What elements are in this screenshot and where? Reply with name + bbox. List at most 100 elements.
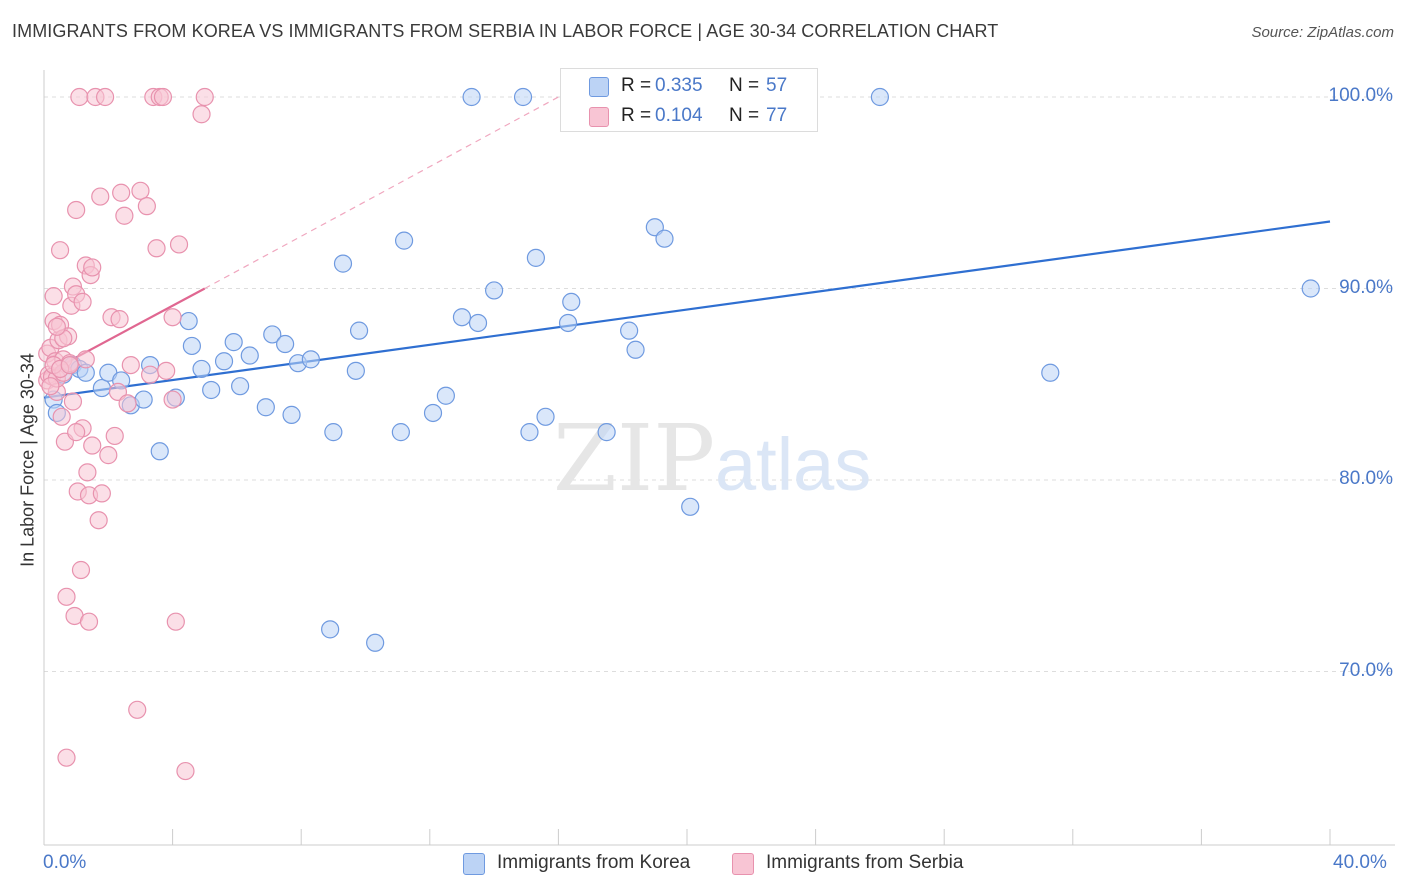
data-point-serbia[interactable] bbox=[131, 181, 150, 200]
data-point-korea[interactable] bbox=[1301, 279, 1320, 298]
data-point-korea[interactable] bbox=[349, 321, 369, 340]
data-point-serbia[interactable] bbox=[57, 587, 76, 606]
data-point-korea[interactable] bbox=[366, 633, 385, 652]
data-point-korea[interactable] bbox=[597, 423, 616, 442]
data-point-korea[interactable] bbox=[391, 423, 410, 442]
data-point-korea[interactable] bbox=[1041, 363, 1060, 382]
data-point-serbia[interactable] bbox=[147, 239, 166, 258]
data-point-serbia[interactable] bbox=[118, 394, 137, 413]
data-point-serbia[interactable] bbox=[41, 377, 60, 396]
data-point-korea[interactable] bbox=[536, 407, 555, 426]
data-point-korea[interactable] bbox=[150, 442, 169, 461]
data-point-korea[interactable] bbox=[92, 378, 111, 398]
data-point-serbia[interactable] bbox=[52, 407, 71, 426]
data-point-serbia[interactable] bbox=[166, 612, 185, 631]
data-point-korea[interactable] bbox=[452, 308, 472, 327]
data-point-serbia[interactable] bbox=[128, 700, 147, 719]
data-point-serbia[interactable] bbox=[79, 612, 99, 631]
data-point-korea[interactable] bbox=[626, 340, 645, 359]
data-point-serbia[interactable] bbox=[76, 350, 95, 369]
data-point-serbia[interactable] bbox=[169, 235, 189, 254]
data-point-korea[interactable] bbox=[436, 386, 455, 405]
data-point-korea[interactable] bbox=[324, 423, 343, 442]
data-point-serbia[interactable] bbox=[44, 287, 63, 306]
data-point-korea[interactable] bbox=[301, 350, 320, 369]
data-point-serbia[interactable] bbox=[157, 361, 176, 380]
x-tick-label-min: 0.0% bbox=[43, 852, 87, 873]
data-point-serbia[interactable] bbox=[115, 206, 134, 225]
data-point-korea[interactable] bbox=[214, 352, 234, 371]
data-point-serbia[interactable] bbox=[195, 87, 214, 107]
data-point-serbia[interactable] bbox=[140, 365, 160, 384]
data-point-serbia[interactable] bbox=[83, 436, 102, 455]
data-point-korea[interactable] bbox=[202, 380, 221, 400]
data-point-serbia[interactable] bbox=[70, 87, 89, 107]
data-point-serbia[interactable] bbox=[137, 197, 156, 216]
data-point-korea[interactable] bbox=[513, 87, 533, 107]
data-point-serbia[interactable] bbox=[91, 187, 110, 206]
data-point-korea[interactable] bbox=[282, 405, 301, 424]
data-point-serbia[interactable] bbox=[73, 292, 92, 312]
data-point-serbia[interactable] bbox=[99, 446, 118, 465]
y-tick-label: 70.0% bbox=[1339, 659, 1393, 681]
data-point-serbia[interactable] bbox=[92, 484, 111, 503]
data-point-korea[interactable] bbox=[558, 313, 578, 333]
data-point-korea[interactable] bbox=[870, 87, 890, 107]
data-point-korea[interactable] bbox=[562, 292, 581, 312]
data-point-korea[interactable] bbox=[179, 311, 198, 331]
data-point-korea[interactable] bbox=[224, 333, 243, 352]
data-point-korea[interactable] bbox=[526, 248, 545, 267]
data-point-serbia[interactable] bbox=[47, 317, 66, 336]
data-point-korea[interactable] bbox=[192, 359, 211, 379]
data-point-serbia[interactable] bbox=[153, 87, 173, 107]
data-point-serbia[interactable] bbox=[110, 310, 129, 329]
legend-label-serbia: Immigrants from Serbia bbox=[766, 852, 964, 873]
data-point-korea[interactable] bbox=[346, 361, 365, 380]
data-point-serbia[interactable] bbox=[63, 392, 83, 411]
data-point-serbia[interactable] bbox=[67, 200, 86, 220]
data-point-korea[interactable] bbox=[462, 87, 481, 107]
data-point-korea[interactable] bbox=[520, 423, 539, 442]
r-label: R = bbox=[621, 105, 652, 126]
data-point-korea[interactable] bbox=[231, 377, 250, 396]
data-point-korea[interactable] bbox=[263, 325, 282, 344]
data-point-korea[interactable] bbox=[321, 620, 340, 639]
data-point-korea[interactable] bbox=[423, 403, 443, 423]
data-point-serbia[interactable] bbox=[121, 356, 140, 375]
data-point-korea[interactable] bbox=[240, 346, 259, 365]
data-point-korea[interactable] bbox=[182, 336, 201, 356]
data-point-serbia[interactable] bbox=[50, 241, 70, 260]
data-point-serbia[interactable] bbox=[163, 390, 182, 409]
data-point-serbia[interactable] bbox=[176, 761, 195, 781]
watermark: ZIP atlas bbox=[553, 405, 871, 512]
data-point-serbia[interactable] bbox=[192, 105, 211, 124]
data-point-korea[interactable] bbox=[394, 231, 414, 250]
data-point-korea[interactable] bbox=[256, 398, 275, 417]
trend-lines bbox=[43, 96, 1331, 399]
data-point-korea[interactable] bbox=[276, 334, 295, 354]
data-point-korea[interactable] bbox=[333, 254, 353, 273]
data-point-serbia[interactable] bbox=[78, 463, 97, 482]
y-axis-title: In Labor Force | Age 30-34 bbox=[17, 353, 38, 567]
data-point-serbia[interactable] bbox=[83, 258, 102, 277]
data-point-serbia[interactable] bbox=[89, 511, 108, 530]
n-value: 77 bbox=[766, 105, 788, 126]
legend-label-korea: Immigrants from Korea bbox=[497, 852, 691, 873]
data-point-korea[interactable] bbox=[681, 497, 700, 516]
data-point-serbia[interactable] bbox=[163, 308, 182, 327]
data-point-serbia[interactable] bbox=[67, 423, 86, 442]
data-point-serbia[interactable] bbox=[105, 426, 124, 446]
chart-title: IMMIGRANTS FROM KOREA VS IMMIGRANTS FROM… bbox=[12, 21, 999, 41]
data-point-serbia[interactable] bbox=[57, 748, 76, 767]
legend: Immigrants from Korea Immigrants from Se… bbox=[0, 851, 1406, 879]
data-point-korea[interactable] bbox=[485, 281, 504, 300]
data-point-korea[interactable] bbox=[468, 313, 488, 333]
data-point-serbia[interactable] bbox=[95, 87, 115, 107]
data-point-serbia[interactable] bbox=[112, 183, 131, 202]
data-point-korea[interactable] bbox=[620, 321, 639, 340]
data-point-korea[interactable] bbox=[134, 390, 153, 409]
data-point-serbia[interactable] bbox=[71, 560, 91, 580]
data-point-korea[interactable] bbox=[655, 229, 674, 248]
data-point-serbia[interactable] bbox=[60, 356, 79, 375]
